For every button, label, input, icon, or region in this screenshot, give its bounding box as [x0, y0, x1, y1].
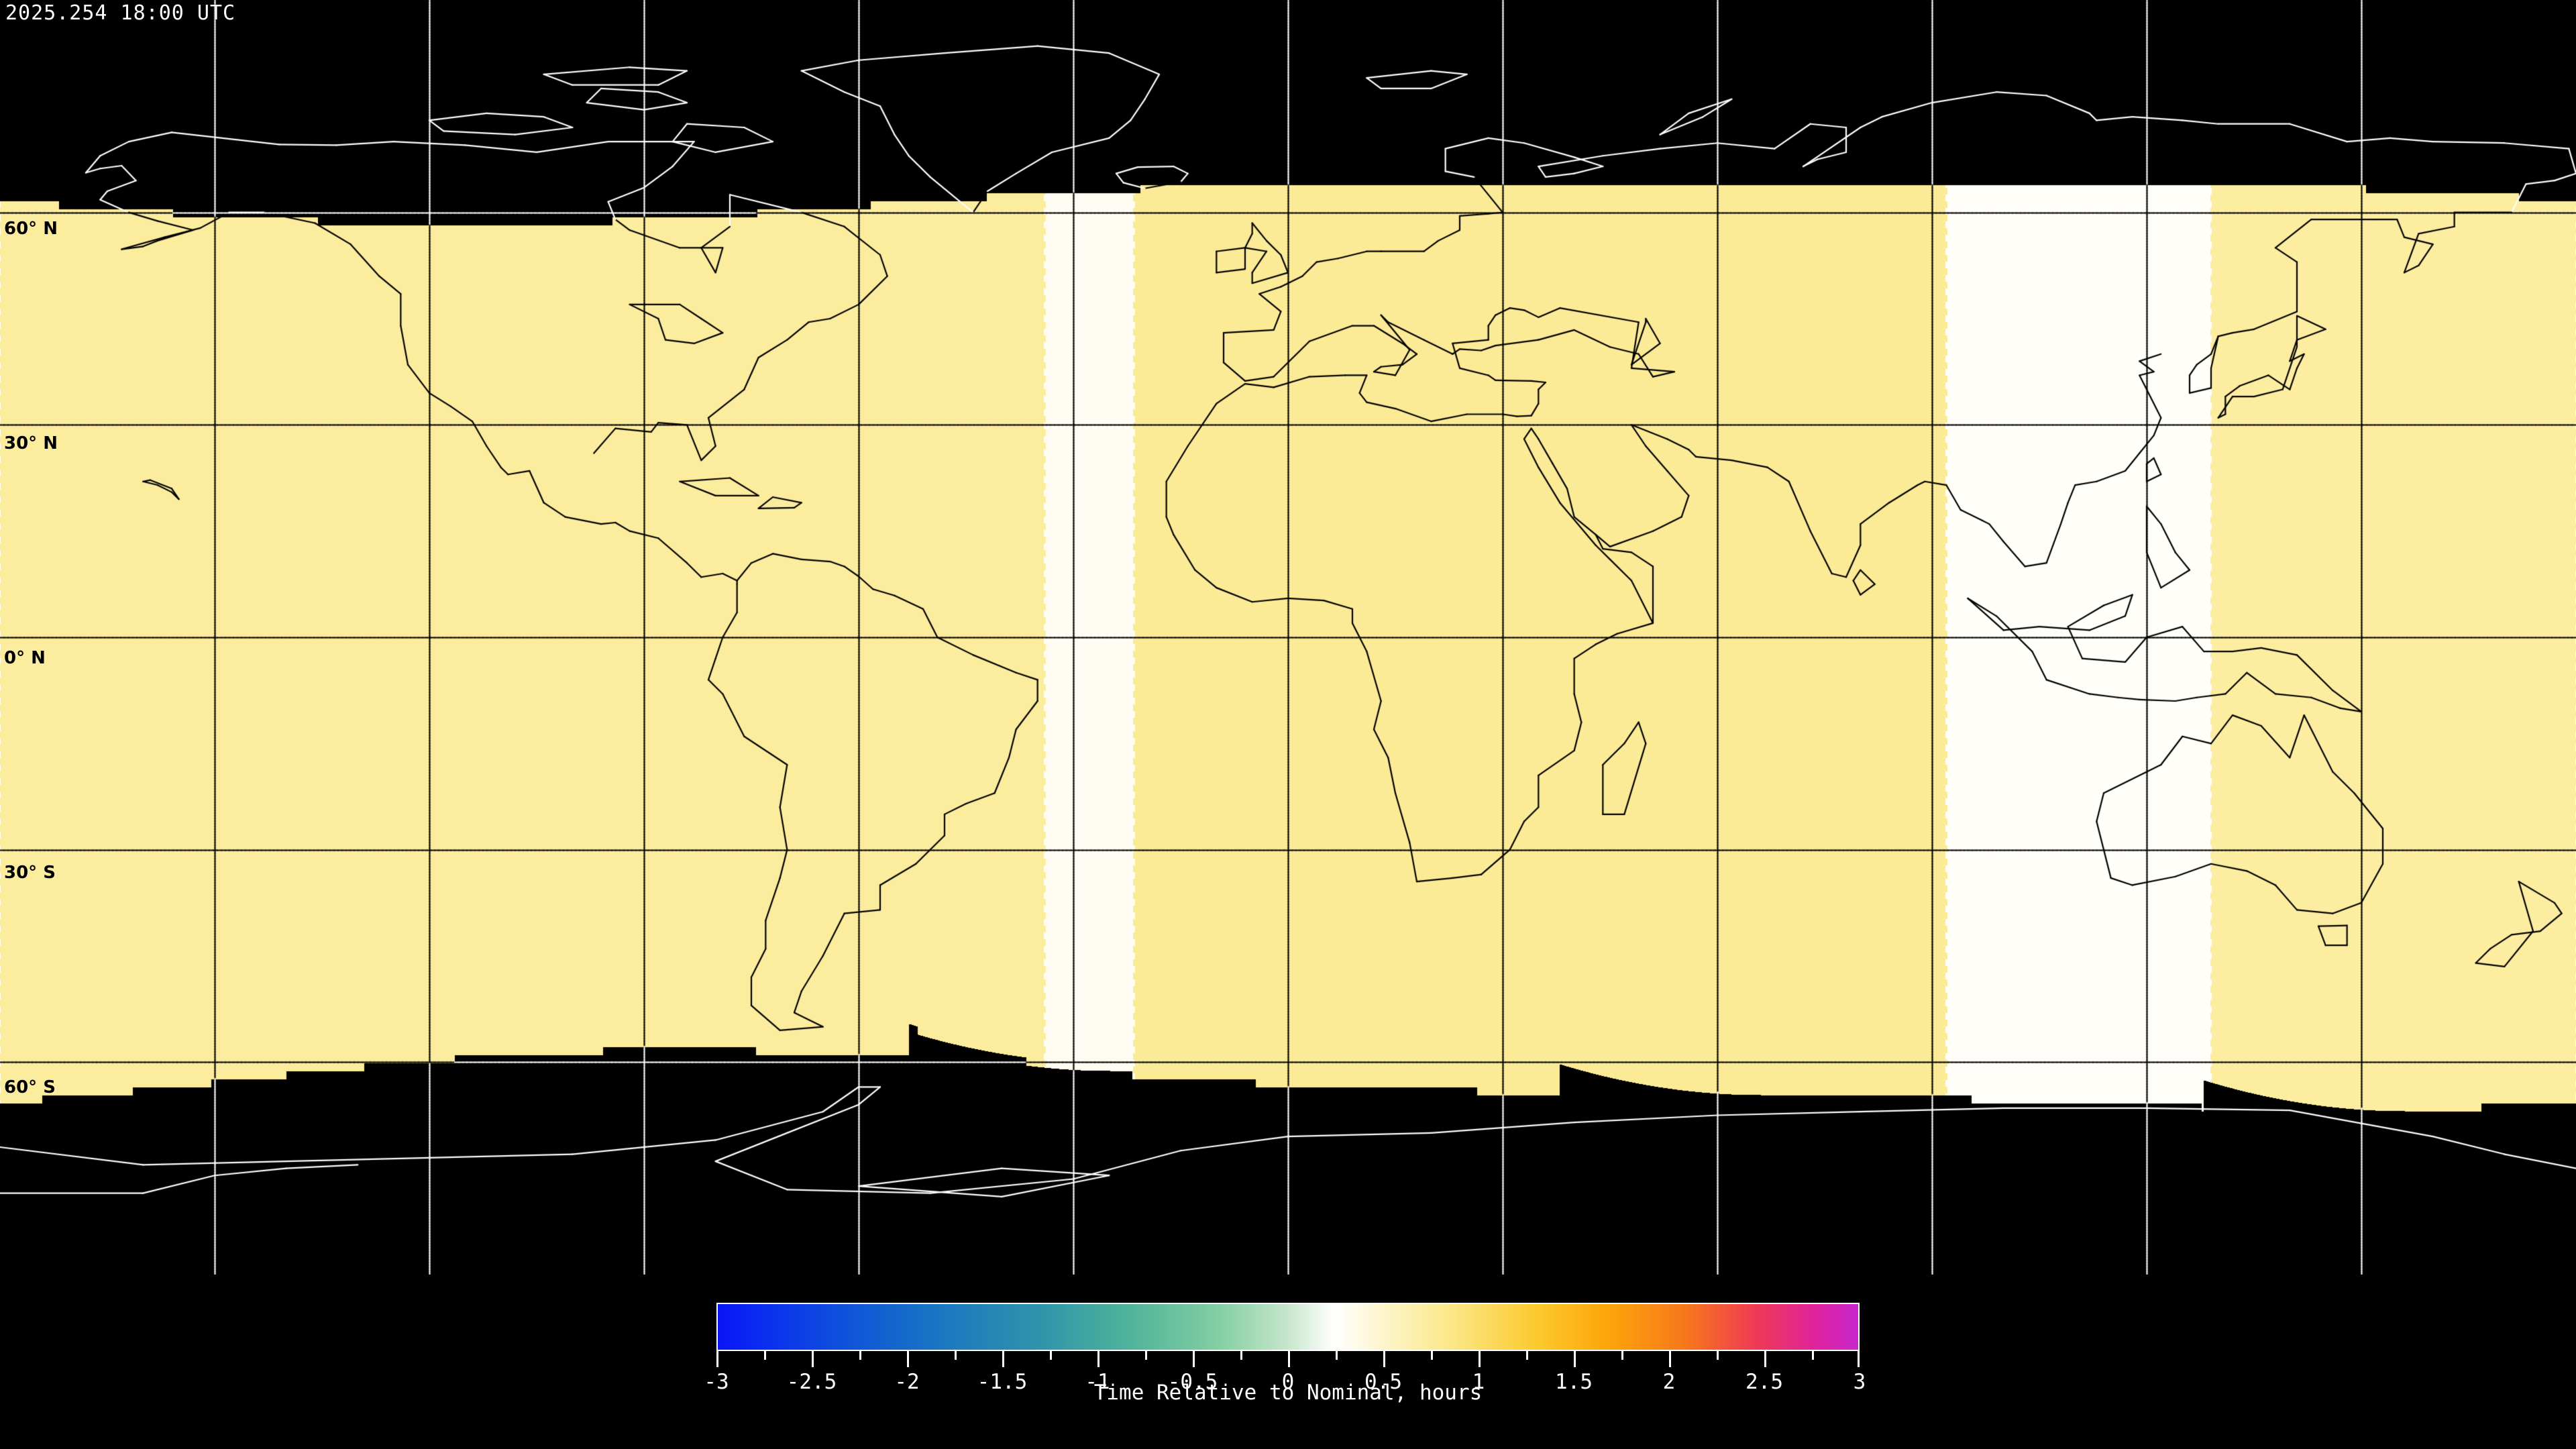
- colorbar-major-tick: [1383, 1351, 1385, 1367]
- colorbar-major-tick: [907, 1351, 909, 1367]
- lat-label-30n: 30° N: [4, 433, 58, 453]
- colorbar-tick-label: 2: [1662, 1370, 1676, 1394]
- colorbar-major-tick: [1764, 1351, 1766, 1367]
- map-panel[interactable]: 2025.254 18:00 UTC 60° N 30° N 0° N 30° …: [0, 0, 2576, 1275]
- lat-label-0n: 0° N: [4, 648, 46, 668]
- colorbar-tick-label: 2.5: [1746, 1370, 1783, 1394]
- colorbar[interactable]: -3 -2.5 -2 -1.5 -1 -0.5 0 0.5 1 1.5 2 2.5 3: [704, 1303, 1866, 1394]
- colorbar-tick-label: 3: [1853, 1370, 1866, 1394]
- colorbar-major-tick: [716, 1351, 718, 1367]
- colorbar-tick-label: -1: [1085, 1370, 1110, 1394]
- colorbar-minor-tick: [1240, 1351, 1242, 1360]
- colorbar-tick-label: -1.5: [977, 1370, 1028, 1394]
- world-swath-map[interactable]: [0, 0, 2576, 1275]
- colorbar-minor-tick: [1526, 1351, 1528, 1360]
- colorbar-minor-tick: [1621, 1351, 1623, 1360]
- colorbar-panel: -3 -2.5 -2 -1.5 -1 -0.5 0 0.5 1 1.5 2 2.5 3 Time Rel…: [0, 1275, 2576, 1449]
- colorbar-major-tick: [1858, 1351, 1860, 1367]
- colorbar-tick-label: -3: [704, 1370, 729, 1394]
- colorbar-major-tick: [812, 1351, 814, 1367]
- colorbar-major-tick: [1193, 1351, 1195, 1367]
- colorbar-tick-marks: [716, 1351, 1860, 1368]
- colorbar-major-tick: [1002, 1351, 1004, 1367]
- colorbar-tick-label: 0.5: [1364, 1370, 1402, 1394]
- lat-label-30s: 30° S: [4, 863, 56, 883]
- colorbar-minor-tick: [1336, 1351, 1338, 1360]
- colorbar-major-tick: [1097, 1351, 1099, 1367]
- colorbar-major-tick: [1574, 1351, 1576, 1367]
- colorbar-tick-label: -0.5: [1167, 1370, 1218, 1394]
- colorbar-caption: Time Relative to Nominal, hours: [1093, 1381, 1483, 1405]
- colorbar-gradient: [716, 1303, 1860, 1351]
- colorbar-minor-tick: [955, 1351, 957, 1360]
- colorbar-minor-tick: [764, 1351, 766, 1360]
- colorbar-major-tick: [1479, 1351, 1481, 1367]
- colorbar-minor-tick: [1050, 1351, 1052, 1360]
- colorbar-minor-tick: [1717, 1351, 1719, 1360]
- colorbar-major-tick: [1288, 1351, 1290, 1367]
- colorbar-minor-tick: [1431, 1351, 1433, 1360]
- colorbar-tick-label: -2.5: [786, 1370, 837, 1394]
- page-title: 2025.254 18:00 UTC: [5, 1, 236, 25]
- colorbar-tick-label: 1: [1472, 1370, 1485, 1394]
- colorbar-tick-label: 0: [1281, 1370, 1295, 1394]
- colorbar-minor-tick: [1145, 1351, 1147, 1360]
- lat-label-60s: 60° S: [4, 1077, 56, 1097]
- colorbar-tick-label: -2: [894, 1370, 920, 1394]
- colorbar-minor-tick: [859, 1351, 861, 1360]
- colorbar-major-tick: [1669, 1351, 1671, 1367]
- colorbar-tick-label: 1.5: [1555, 1370, 1593, 1394]
- lat-label-60n: 60° N: [4, 219, 58, 239]
- colorbar-minor-tick: [1812, 1351, 1814, 1360]
